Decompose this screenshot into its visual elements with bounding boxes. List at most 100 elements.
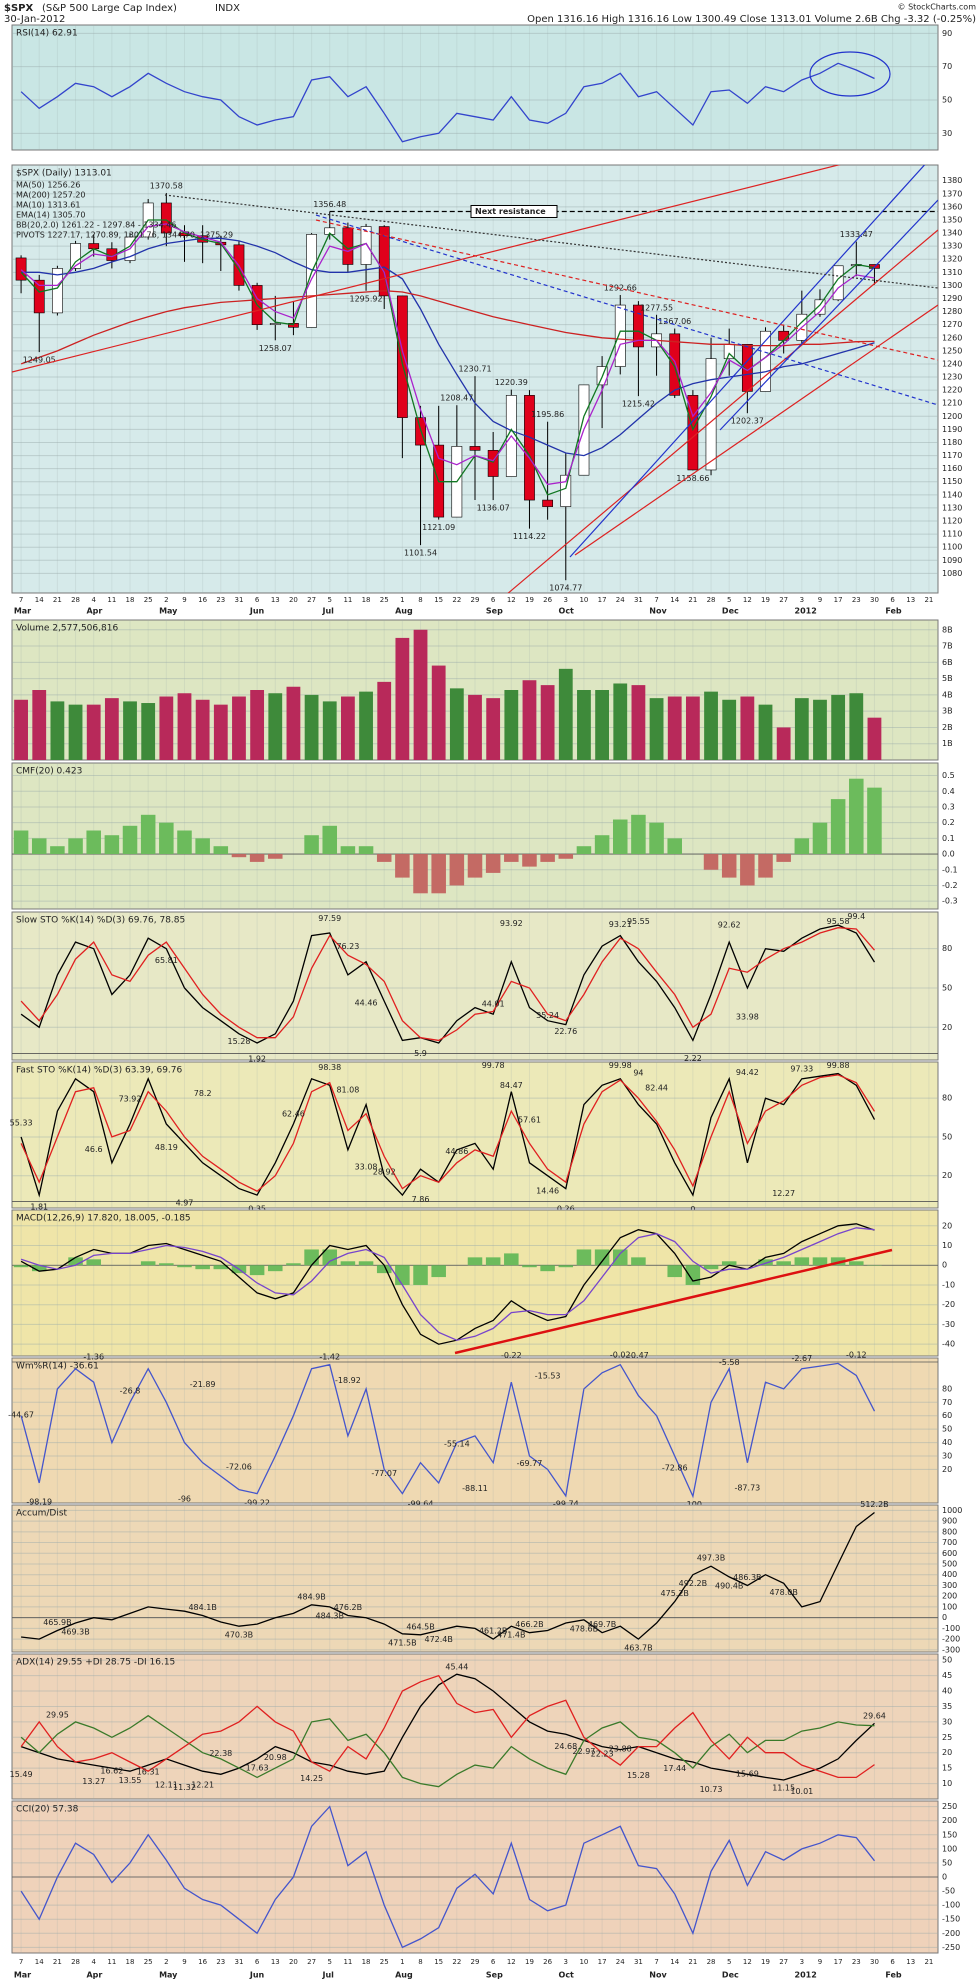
trend-line: [164, 194, 938, 289]
panel-title: $SPX (Daily) 1313.01: [16, 169, 112, 179]
bar: [849, 778, 864, 855]
y-tick-label: -0.3: [942, 897, 958, 906]
x-tick-label: 12: [507, 596, 516, 604]
legend-entry: BB(20,2.0) 1261.22 - 1297.84 - 1334.46: [16, 221, 176, 230]
bar: [140, 1261, 156, 1266]
value-label: 490.4B: [715, 1581, 743, 1590]
value-label: -100: [684, 1500, 702, 1509]
x-month-label: Nov: [649, 1971, 667, 1980]
volume-bar: [449, 688, 464, 760]
bar: [849, 1261, 864, 1266]
value-label: 48.19: [155, 1143, 178, 1152]
value-label: 22.23: [591, 1749, 614, 1758]
x-tick-label: 24: [616, 596, 625, 604]
candle-body: [487, 450, 499, 477]
y-tick-label: 0.2: [942, 818, 955, 827]
x-tick-label: 15: [434, 1958, 443, 1966]
y-tick-label: 50: [942, 1425, 952, 1434]
panel-title: CMF(20) 0.423: [16, 767, 82, 777]
x-tick-label: 26: [543, 1958, 552, 1966]
resistance-label: Next resistance: [475, 207, 546, 216]
bar: [395, 854, 410, 878]
legend-entry: PIVOTS 1227.17, 1270.89, 1301.76, 1344.7…: [16, 231, 233, 240]
bar: [449, 854, 465, 886]
bar: [86, 830, 101, 855]
bar: [195, 1265, 210, 1270]
x-tick-label: 25: [380, 596, 389, 604]
value-label: 2.22: [684, 1054, 702, 1063]
bar: [612, 1249, 628, 1266]
candle-body: [832, 265, 844, 301]
x-tick-label: 30: [870, 596, 879, 604]
x-tick-label: 21: [53, 596, 62, 604]
x-tick-label: 12: [743, 1958, 752, 1966]
bar: [540, 854, 555, 862]
y-tick-label: -10: [942, 1280, 955, 1289]
y-tick-label: 30: [942, 1717, 952, 1726]
y-tick-label: 0: [942, 1613, 947, 1622]
y-tick-label: 1360: [942, 202, 962, 211]
value-label: 20.98: [264, 1753, 287, 1762]
x-tick-label: 7: [654, 1958, 658, 1966]
bar: [122, 825, 138, 855]
y-tick-label: 1100: [942, 543, 962, 552]
y-tick-label: 40: [942, 1438, 952, 1447]
value-label: 45.44: [445, 1663, 468, 1672]
volume-bar: [577, 690, 591, 760]
y-tick-label: 6B: [942, 658, 953, 667]
y-tick-label: -0.1: [942, 865, 958, 874]
volume-bar: [359, 691, 373, 760]
y-tick-label: 1110: [942, 530, 962, 539]
volume-bar: [758, 704, 773, 760]
value-label: 1267.06: [658, 317, 691, 326]
value-label: -99.74: [553, 1499, 579, 1508]
series-line: [21, 237, 875, 457]
value-label: 1202.37: [731, 417, 764, 426]
value-label: 476.2B: [334, 1603, 362, 1612]
bar: [86, 1259, 101, 1266]
bar: [413, 1265, 428, 1285]
y-tick-label: 70: [942, 1398, 952, 1407]
value-label: -55.14: [444, 1440, 470, 1449]
x-month-label: Mar: [14, 1971, 31, 1980]
x-month-label: Oct: [559, 607, 575, 616]
bar: [812, 1257, 828, 1266]
value-label: 22.97: [572, 1747, 595, 1756]
trend-lines: [12, 165, 938, 593]
bar: [485, 854, 501, 873]
y-tick-label: 1330: [942, 242, 962, 251]
x-tick-label: 28: [707, 1958, 716, 1966]
x-tick-label: 11: [343, 1958, 352, 1966]
bar: [667, 838, 682, 855]
volume-bar: [613, 683, 628, 760]
volume-bar: [486, 698, 501, 760]
volume-bar: [849, 693, 864, 760]
bar: [31, 1265, 47, 1272]
y-tick-label: 900: [942, 1517, 957, 1526]
y-tick-label: 0.3: [942, 802, 955, 811]
x-tick-label: 21: [688, 596, 697, 604]
bar: [31, 838, 47, 855]
x-tick-label: 12: [507, 1958, 516, 1966]
x-tick-label: 26: [543, 596, 552, 604]
x-tick-label: 24: [616, 1958, 625, 1966]
bar: [830, 799, 846, 855]
series-line: [20, 924, 876, 1044]
panel-title: Accum/Dist: [16, 1509, 68, 1519]
bar: [159, 1263, 174, 1266]
value-label: -72.86: [662, 1463, 688, 1472]
bar: [667, 1265, 682, 1278]
x-tick-label: 22: [452, 596, 461, 604]
y-tick-label: -150: [942, 1915, 960, 1924]
x-tick-label: 21: [924, 596, 933, 604]
y-tick-label: 0.0: [942, 850, 955, 859]
panel: 1B 2B 3B 4B 5B 6B 7B 8B Volume 2,577,506,816: [11, 619, 953, 761]
y-tick-label: 1120: [942, 517, 962, 526]
value-label: 82.44: [645, 1084, 668, 1093]
bar: [703, 854, 719, 870]
panel: 30 50 70 90 RSI(14) 62.91: [11, 24, 952, 151]
bar: [268, 1265, 283, 1272]
panel: -40 -30 -20 -10 0 10 20 MACD(12,26,9) 17.820, 1…: [11, 1209, 955, 1357]
y-tick-label: -40: [942, 1340, 955, 1349]
bar: [576, 846, 592, 855]
